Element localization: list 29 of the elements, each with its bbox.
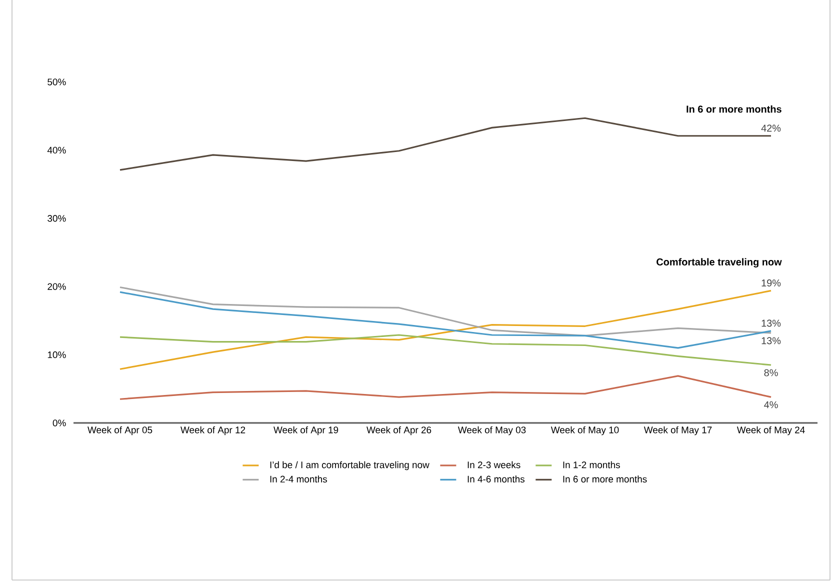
x-tick-label: Week of Apr 12	[180, 426, 246, 436]
y-tick-label: 30%	[48, 215, 66, 222]
data-label: 13%	[762, 320, 781, 327]
legend-label: In 4-6 months	[468, 476, 524, 482]
data-label: 42%	[761, 124, 781, 132]
x-tick-label: Week of May 10	[550, 426, 619, 436]
x-tick-label: Week of Apr 19	[274, 426, 338, 436]
y-tick-label: 40%	[47, 146, 66, 154]
line-series	[119, 375, 772, 400]
y-tick-label: 10%	[48, 351, 66, 358]
x-tick-label: Week of May 17	[644, 426, 712, 436]
legend-label: In 1-2 months	[563, 461, 620, 468]
y-tick-label: 20%	[48, 283, 66, 290]
y-tick-label: 0%	[52, 420, 66, 426]
legend-label: In 2-3 weeks	[468, 461, 520, 468]
x-tick-label: Week of May 03	[458, 426, 526, 436]
legend-label: I’d be / I am comfortable traveling now	[270, 461, 430, 470]
x-tick-label: Week of Apr 26	[366, 426, 432, 436]
annotation: In 6 or more months	[686, 105, 782, 113]
annotation: Comfortable traveling now	[656, 258, 782, 268]
data-label: 8%	[764, 369, 778, 376]
data-label: 13%	[762, 337, 781, 344]
data-label: 19%	[762, 279, 781, 286]
x-tick-label: Week of May 24	[736, 426, 805, 436]
y-tick-label: 50%	[48, 78, 66, 86]
x-tick-label: Week of Apr 05	[88, 426, 152, 436]
legend-label: In 2-4 months	[270, 476, 327, 482]
data-label: 4%	[764, 401, 778, 408]
legend-label: In 6 or more months	[563, 476, 647, 482]
